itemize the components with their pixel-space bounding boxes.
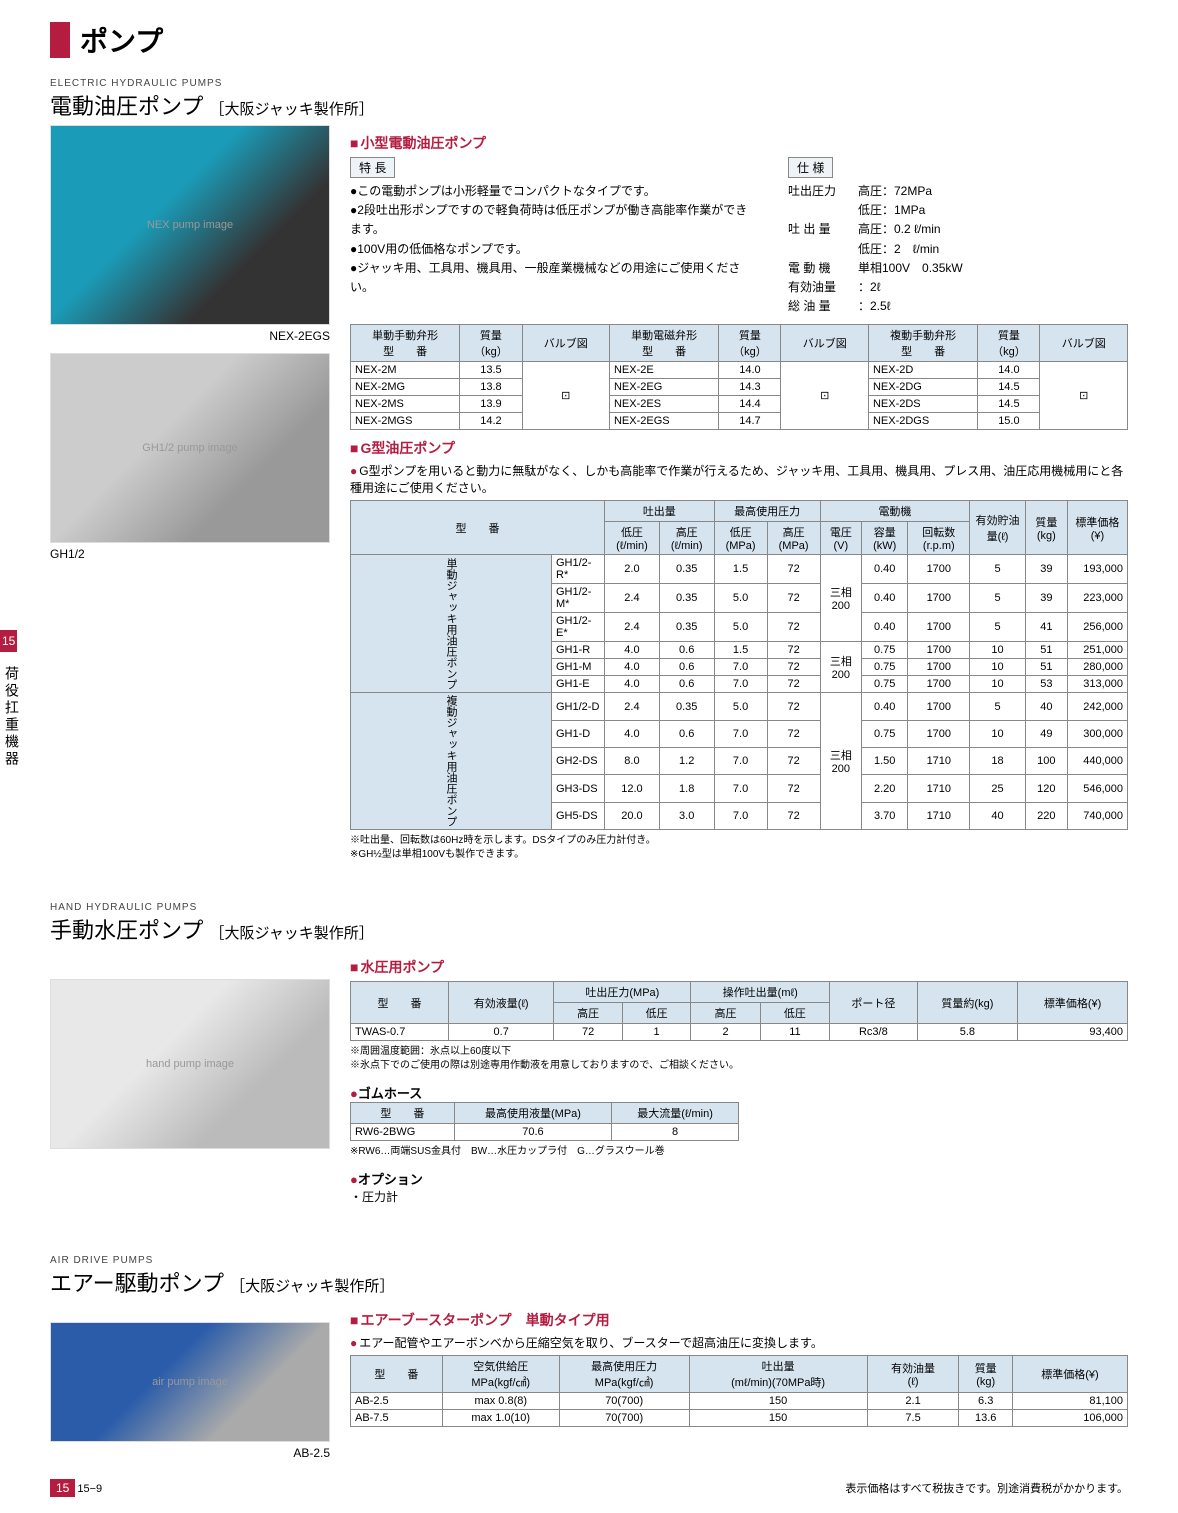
feature-item: 2段吐出形ポンプですので軽負荷時は低圧ポンプが働き高能率作業ができます。 <box>350 201 758 239</box>
table-row: 複動ジャッキ用油圧ポンプGH1/2-D2.40.355.072三相2000.40… <box>351 693 1128 720</box>
hose-table: 型 番最高使用液量(MPa)最大流量(ℓ/min)RW6-2BWG70.68 <box>350 1102 739 1141</box>
feature-item: この電動ポンプは小形軽量でコンパクトなタイプです。 <box>350 182 758 201</box>
table-row: AB-7.5max 1.0(10)70(700)1507.513.6106,00… <box>351 1410 1128 1427</box>
image-caption-air: AB-2.5 <box>50 1446 330 1460</box>
section-electric: ELECTRIC HYDRAULIC PUMPS 電動油圧ポンプ ［大阪ジャッキ… <box>50 78 1128 862</box>
product-image-gh: GH1/2 pump image <box>50 353 330 543</box>
small-pump-header: 小型電動油圧ポンプ <box>350 133 1128 153</box>
table-row: NEX-2MS13.9NEX-2ES14.4NEX-2DS14.5 <box>351 396 1128 413</box>
image-caption-gh: GH1/2 <box>50 547 330 561</box>
side-tab: 15 <box>0 630 17 652</box>
features-list: この電動ポンプは小形軽量でコンパクトなタイプです。2段吐出形ポンプですので軽負荷… <box>350 182 758 297</box>
option-header: ●オプション <box>350 1169 1128 1188</box>
table-row: NEX-2MG13.8NEX-2EG14.3NEX-2DG14.5 <box>351 379 1128 396</box>
gtype-desc: G型ポンプを用いると動力に無駄がなく、しかも高能率で作業が行えるため、ジャッキ用… <box>350 462 1128 496</box>
section-air: AIR DRIVE PUMPS エアー駆動ポンプ ［大阪ジャッキ製作所］ air… <box>50 1255 1128 1460</box>
image-caption-nex: NEX-2EGS <box>50 329 330 343</box>
hose-header: ●ゴムホース <box>350 1083 1128 1102</box>
table-row: 単動ジャッキ用油圧ポンプGH1/2-R*2.00.351.572三相2000.4… <box>351 555 1128 584</box>
table-row: TWAS-0.70.7721211Rc3/85.893,400 <box>351 1024 1128 1041</box>
table-row: NEX-2MGS14.2NEX-2EGS14.7NEX-2DGS15.0 <box>351 413 1128 430</box>
product-image-hand: hand pump image <box>50 979 330 1149</box>
table-row: AB-2.5max 0.8(8)70(700)1502.16.381,100 <box>351 1393 1128 1410</box>
page-footer: 1515−9 表示価格はすべて税抜きです。別途消費税がかかります。 <box>50 1480 1128 1496</box>
gtype-header: G型油圧ポンプ <box>350 438 1128 458</box>
hand-subtitle: HAND HYDRAULIC PUMPS <box>50 902 1128 913</box>
feature-item: 100V用の低価格なポンプです。 <box>350 240 758 259</box>
option-item: ・圧力計 <box>350 1188 1128 1205</box>
air-title: エアー駆動ポンプ ［大阪ジャッキ製作所］ <box>50 1266 1128 1298</box>
booster-desc: エアー配管やエアーボンベから圧縮空気を取り、ブースターで超高油圧に変換します。 <box>350 1334 1128 1351</box>
header-accent-bar <box>50 22 70 58</box>
table-row: RW6-2BWG70.68 <box>351 1124 739 1141</box>
feature-item: ジャッキ用、工具用、機具用、一般産業機械などの用途にご使用ください。 <box>350 259 758 297</box>
page-title: ポンプ <box>80 20 163 60</box>
specs-grid: 吐出圧力高圧：72MPa低圧：1MPa吐 出 量高圧：0.2 ℓ/min低圧：2… <box>788 182 1128 316</box>
page-number-tag: 15 <box>50 1479 75 1497</box>
footer-note: 表示価格はすべて税抜きです。別途消費税がかかります。 <box>845 1480 1128 1496</box>
water-notes: 周囲温度範囲：氷点以上60度以下氷点下でのご使用の際は別途専用作動液を用意してお… <box>350 1045 1128 1073</box>
section-hand: HAND HYDRAULIC PUMPS 手動水圧ポンプ ［大阪ジャッキ製作所］… <box>50 902 1128 1205</box>
side-category-label: 荷役扛重機器 <box>0 660 24 774</box>
specs-label: 仕 様 <box>788 157 833 178</box>
page-header: ポンプ <box>50 20 1128 60</box>
page-number: 15−9 <box>77 1483 102 1495</box>
features-label: 特 長 <box>350 157 395 178</box>
booster-header: エアーブースターポンプ 単動タイプ用 <box>350 1310 1128 1330</box>
nex-table: 単動手動弁形型 番質量（kg）バルブ図単動電磁弁形型 番質量（kg）バルブ図複動… <box>350 324 1128 430</box>
booster-table: 型 番空気供給圧MPa(kgf/㎠)最高使用圧力MPa(kgf/㎠)吐出量(mℓ… <box>350 1355 1128 1427</box>
hose-note: RW6…両端SUS金具付 BW…水圧カップラ付 G…グラスウール巻 <box>350 1145 1128 1159</box>
electric-subtitle: ELECTRIC HYDRAULIC PUMPS <box>50 78 1128 89</box>
water-pump-header: 水圧用ポンプ <box>350 957 1128 977</box>
table-row: NEX-2M13.5⊡NEX-2E14.0⊡NEX-2D14.0⊡ <box>351 362 1128 379</box>
hand-title: 手動水圧ポンプ ［大阪ジャッキ製作所］ <box>50 913 1128 945</box>
water-table: 型 番有効液量(ℓ)吐出圧力(MPa)操作吐出量(mℓ)ポート径質量約(kg)標… <box>350 981 1128 1041</box>
product-image-nex: NEX pump image <box>50 125 330 325</box>
electric-title: 電動油圧ポンプ ［大阪ジャッキ製作所］ <box>50 89 1128 121</box>
product-image-air: air pump image <box>50 1322 330 1442</box>
gtype-table: 型 番吐出量最高使用圧力電動機有効貯油量(ℓ)質量(kg)標準価格(¥)低圧(ℓ… <box>350 500 1128 830</box>
gtype-notes: 吐出量、回転数は60Hz時を示します。DSタイプのみ圧力計付き。GH½型は単相1… <box>350 834 1128 862</box>
air-subtitle: AIR DRIVE PUMPS <box>50 1255 1128 1266</box>
